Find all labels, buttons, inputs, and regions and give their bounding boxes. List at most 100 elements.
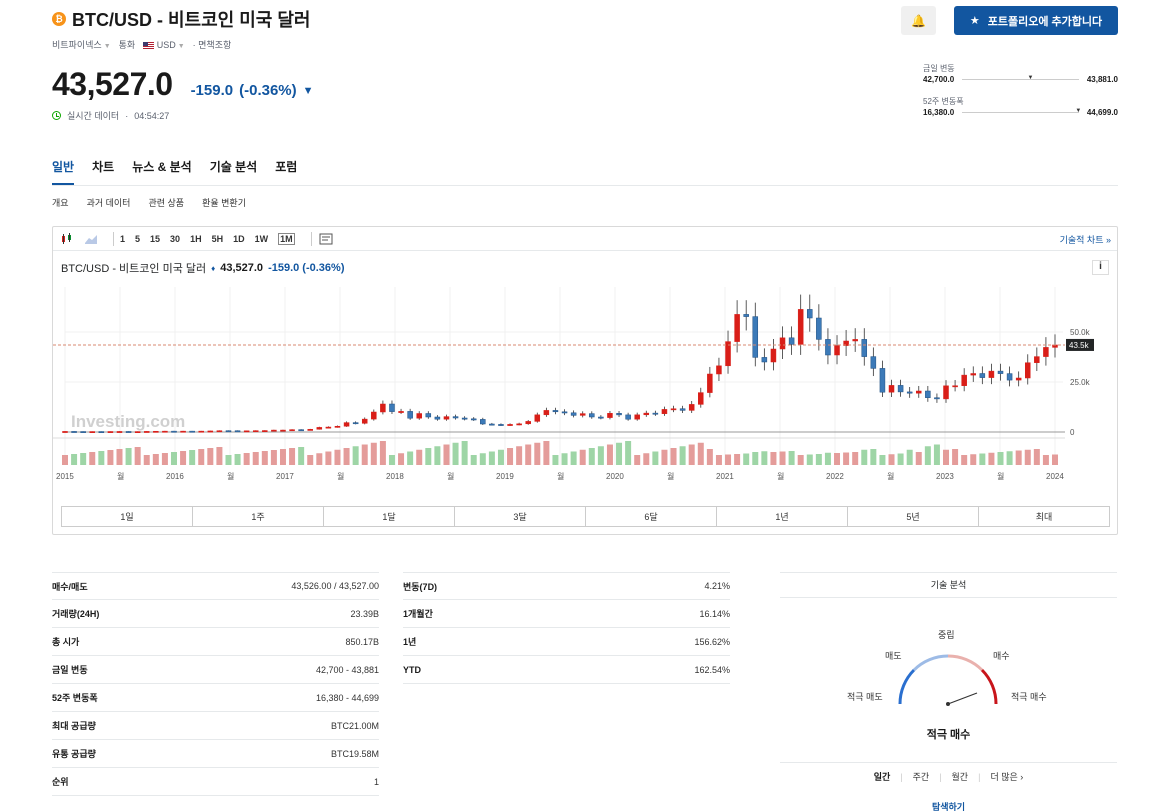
volume-bar	[307, 455, 314, 465]
candle-body	[752, 316, 759, 358]
volume-bar	[924, 446, 931, 465]
currency-select[interactable]: USD ▼	[143, 40, 185, 50]
stat-value: 156.62%	[694, 636, 730, 647]
interval-5[interactable]: 5	[135, 233, 141, 244]
candle-body	[207, 430, 214, 433]
tf-weekly[interactable]: 주간	[912, 772, 930, 782]
candle-body	[570, 412, 577, 416]
subtab-related[interactable]: 관련 상품	[148, 198, 185, 208]
volume-bar	[634, 455, 641, 465]
period-1d[interactable]: 1일	[62, 507, 193, 526]
stat-value: 16,380 - 44,699	[315, 692, 379, 703]
candle-body	[970, 373, 977, 376]
stat-value: 43,526.00 / 43,527.00	[291, 581, 379, 591]
candle-body	[89, 431, 95, 433]
volume-bar	[507, 448, 514, 465]
volume-bar	[234, 454, 241, 465]
volume-bar	[870, 449, 877, 465]
tf-monthly[interactable]: 월간	[951, 772, 969, 782]
stats-table-mid: 변동(7D) 4.21% 1개월간 16.14% 1년 156.62% YTD 162.54%	[403, 572, 730, 684]
volume-bar	[788, 451, 795, 465]
disclaimer-link[interactable]: · 면책조항	[192, 40, 232, 50]
volume-bar	[661, 449, 668, 465]
info-icon[interactable]: i	[1092, 260, 1109, 275]
chart-legend: BTC/USD - 비트코인 미국 달러 ♦ 43,527.0 -159.0 (…	[61, 262, 345, 275]
volume-bar	[143, 455, 150, 465]
tf-daily[interactable]: 일간	[873, 772, 891, 782]
candle-body	[1006, 373, 1013, 381]
candle-body	[398, 411, 404, 413]
interval-5h[interactable]: 5H	[211, 233, 224, 244]
period-1y[interactable]: 1년	[717, 507, 848, 526]
interval-1h[interactable]: 1H	[190, 233, 202, 244]
stat-key: 거래량(24H)	[52, 609, 100, 619]
interval-1[interactable]: 1	[120, 233, 126, 244]
volume-bar	[388, 455, 395, 465]
volume-bar	[170, 452, 177, 465]
subtab-history[interactable]: 과거 데이터	[86, 198, 131, 208]
candlestick-icon[interactable]	[59, 232, 75, 246]
candle-body	[843, 340, 849, 346]
area-chart-icon[interactable]	[83, 232, 99, 246]
volume-bar	[815, 454, 822, 465]
tab-general[interactable]: 일반	[52, 156, 75, 185]
candle-body	[134, 431, 141, 433]
interval-1m[interactable]: 1M	[278, 232, 295, 245]
volume-bar	[452, 442, 459, 465]
candle-body	[125, 431, 132, 433]
interval-30[interactable]: 30	[170, 233, 181, 244]
tab-forum[interactable]: 포럼	[275, 160, 298, 174]
candle-body	[797, 309, 804, 345]
period-3m[interactable]: 3달	[455, 507, 586, 526]
tab-news[interactable]: 뉴스 & 분석	[132, 160, 192, 174]
volume-bar	[770, 452, 777, 465]
candle-body	[143, 431, 150, 433]
candle-body	[343, 422, 350, 427]
stat-value: 23.39B	[350, 608, 379, 619]
period-5y[interactable]: 5년	[848, 507, 979, 526]
period-max[interactable]: 최대	[1035, 512, 1053, 522]
interval-1w[interactable]: 1W	[254, 233, 269, 244]
x-tick-label: 월	[997, 471, 1004, 481]
candle-body	[916, 390, 922, 394]
period-1w[interactable]: 1주	[193, 507, 324, 526]
stat-key: 매수/매도	[52, 581, 88, 592]
stat-key: 1년	[403, 637, 417, 647]
investing-watermark: Investing.com	[71, 412, 185, 431]
explore-link[interactable]: 탐색하기	[931, 802, 966, 811]
bitcoin-icon: ₿	[52, 12, 66, 26]
subtab-overview[interactable]: 개요	[52, 198, 69, 208]
period-6m[interactable]: 6달	[586, 507, 717, 526]
candle-body	[171, 430, 177, 433]
technical-chart-link[interactable]: 기술적 차트 »	[1059, 235, 1111, 245]
candle-body	[807, 309, 813, 319]
candle-body	[71, 431, 77, 433]
candle-body	[334, 425, 341, 428]
exchange-select[interactable]: 비트파이넥스 ▼	[52, 40, 111, 50]
volume-bar	[997, 452, 1004, 465]
volume-bar	[597, 446, 604, 465]
price-chart[interactable]: Investing.com 50.0k 25.0k 0 43.5k 2015 월 2016 월 2…	[53, 227, 1119, 502]
tab-chart[interactable]: 차트	[92, 160, 115, 174]
volume-bar	[161, 453, 168, 465]
volume-bar	[62, 455, 68, 465]
candle-body	[906, 391, 913, 394]
candle-body	[589, 413, 595, 418]
interval-15[interactable]: 15	[150, 233, 161, 244]
subtab-converter[interactable]: 환율 변환기	[202, 198, 246, 208]
period-1m[interactable]: 1달	[324, 507, 455, 526]
interval-1d[interactable]: 1D	[233, 233, 245, 244]
add-to-portfolio-button[interactable]: ★ 포트폴리오에 추가합니다	[954, 6, 1118, 35]
alert-button[interactable]: 🔔	[901, 6, 936, 35]
indicators-icon[interactable]	[318, 232, 334, 246]
volume-bar	[379, 441, 386, 465]
technical-summary: 기술 분석 중립 매도 매수 적극 매도 적극 매수 적극 매수 일간 | 주간…	[780, 572, 1117, 811]
candle-body	[770, 348, 777, 363]
tf-more[interactable]: 더 많은 ›	[990, 772, 1024, 782]
tab-technical[interactable]: 기술 분석	[209, 160, 258, 174]
toolbar-divider	[310, 231, 312, 246]
volume-bar	[198, 449, 205, 465]
candle-body	[98, 431, 105, 433]
realtime-status: 실시간 데이터 · 04:54:27	[52, 109, 169, 122]
candle-body	[380, 403, 386, 413]
